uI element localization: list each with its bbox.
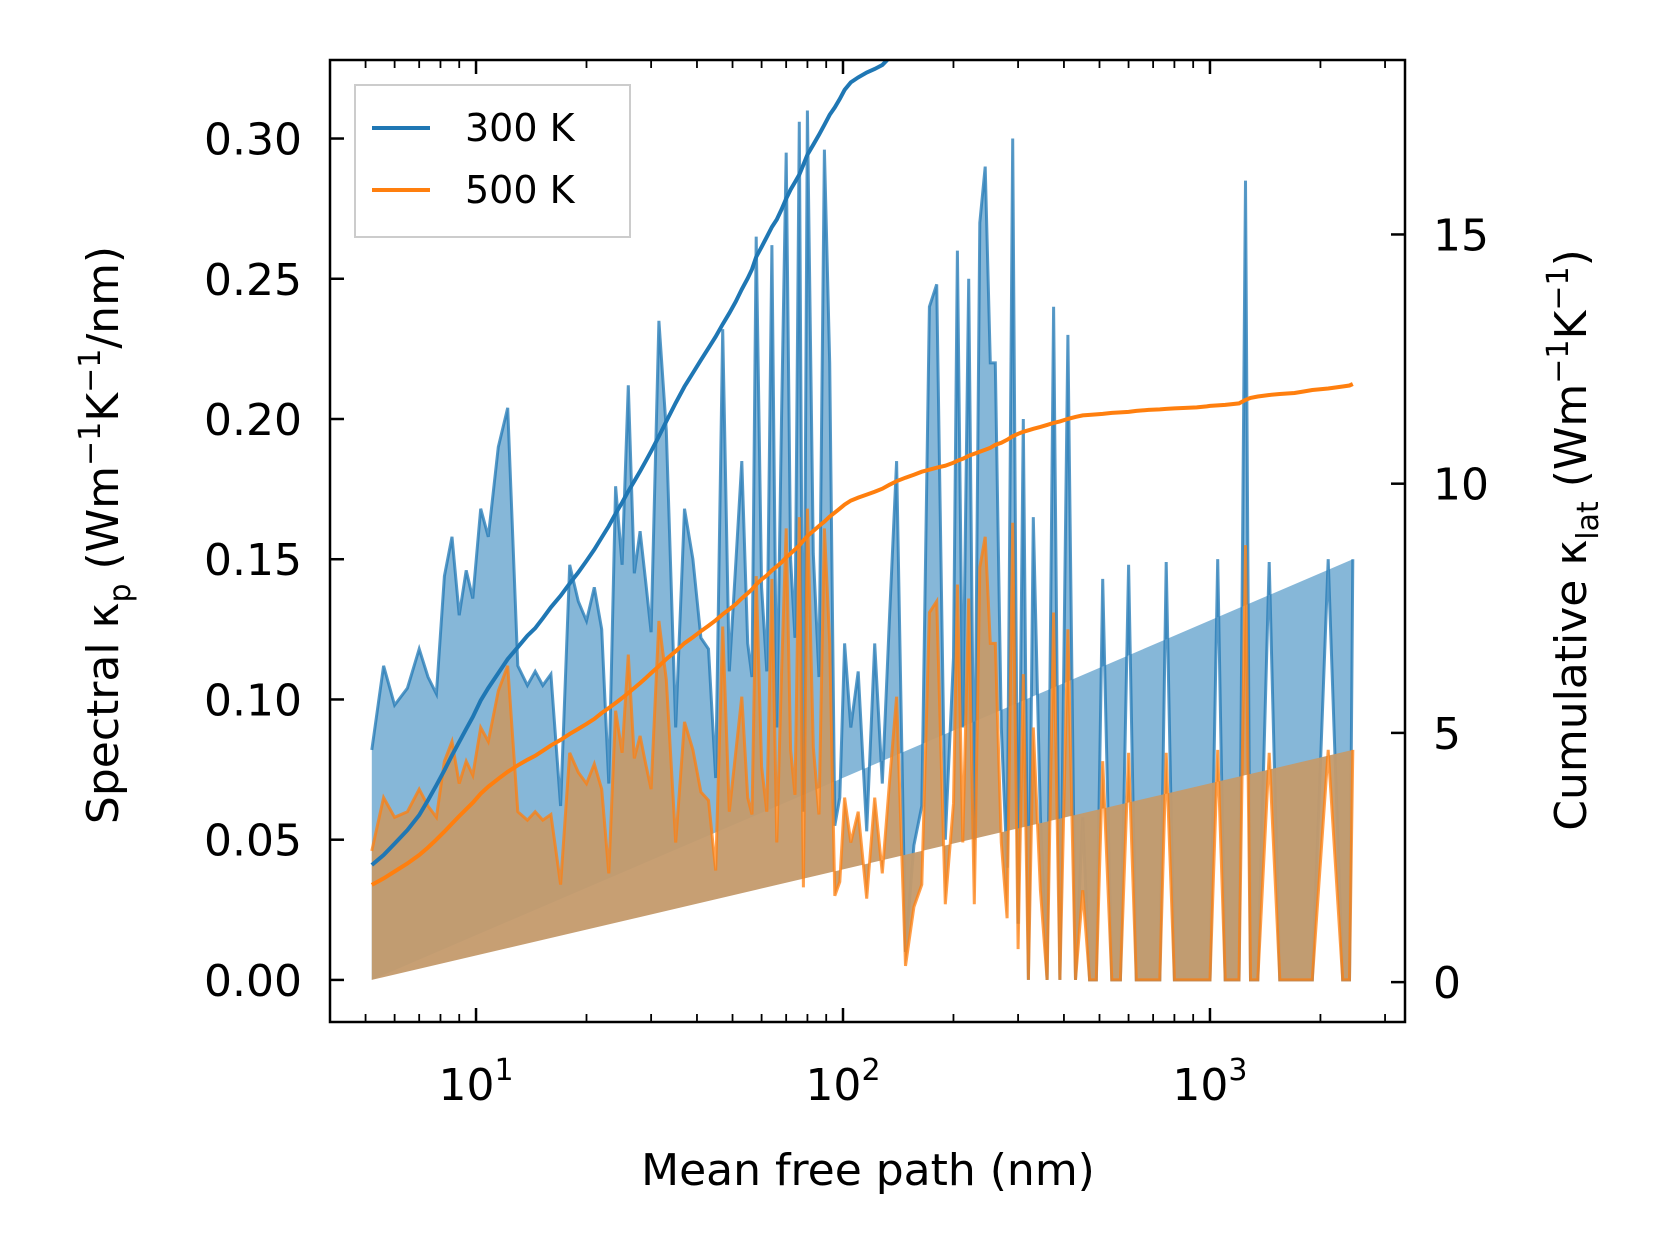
x-tick-label: 103 [1172, 1053, 1247, 1111]
y-axis-title-left: Spectral κp (Wm−1K−1/nm) [73, 246, 138, 824]
y-left-tick-label: 0.30 [204, 115, 302, 166]
y-left-tick-label: 0.20 [204, 395, 302, 446]
y-axis-title-right: Cumulative κlat (Wm−1K−1) [1541, 249, 1606, 831]
x-axis-title: Mean free path (nm) [641, 1145, 1095, 1196]
x-tick-label-base: 10 [438, 1060, 494, 1111]
y-left-tick-label: 0.10 [204, 675, 302, 726]
x-tick-label-exp: 2 [861, 1053, 880, 1088]
cumulative-500k-line [370, 382, 1354, 887]
axes: 101 102 1030.000.050.100.150.200.250.30051… [204, 60, 1489, 1111]
y-right-tick-label: 10 [1433, 460, 1489, 511]
cumulative-300k-line [370, 60, 890, 867]
x-tick-label: 101 [438, 1053, 513, 1111]
legend: 300 K 500 K [354, 84, 631, 238]
x-tick-label-base: 10 [805, 1060, 861, 1111]
x-tick-label-exp: 3 [1228, 1053, 1247, 1088]
spectral-500k-line [370, 508, 1355, 982]
x-tick-label-exp: 1 [494, 1053, 513, 1088]
y-right-tick-label: 5 [1433, 709, 1461, 760]
y-left-tick-label: 0.00 [204, 956, 302, 1007]
series-group [370, 60, 1355, 982]
x-tick-label-base: 10 [1172, 1060, 1228, 1111]
y-right-tick-label: 0 [1433, 958, 1461, 1009]
y-left-tick-label: 0.25 [204, 255, 302, 306]
legend-label-500k: 500 K [465, 168, 576, 212]
plot-area [370, 60, 1355, 982]
y-right-tick-label: 15 [1433, 210, 1489, 261]
legend-label-300k: 300 K [465, 106, 576, 150]
y-left-tick-label: 0.05 [204, 816, 302, 867]
x-tick-label: 102 [805, 1053, 880, 1111]
plot-frame [328, 58, 1407, 1024]
y-left-tick-label: 0.15 [204, 535, 302, 586]
legend-box [354, 84, 631, 238]
